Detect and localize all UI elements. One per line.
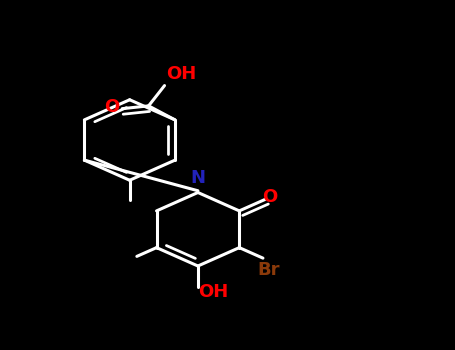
- Text: OH: OH: [198, 283, 228, 301]
- Text: Br: Br: [258, 261, 280, 279]
- Text: O: O: [104, 98, 120, 116]
- Text: N: N: [191, 169, 205, 187]
- Text: OH: OH: [167, 65, 197, 83]
- Text: O: O: [262, 188, 277, 206]
